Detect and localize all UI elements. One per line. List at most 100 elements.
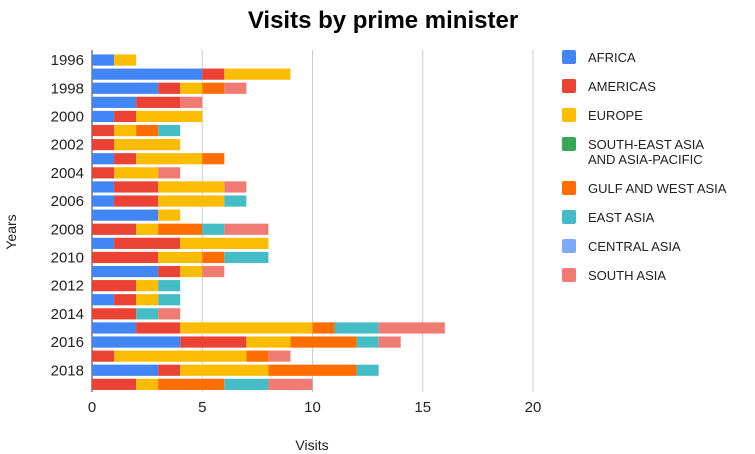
bar-segment — [158, 82, 181, 94]
bar-segment — [92, 54, 115, 66]
bar-segment — [202, 68, 225, 80]
x-tick-label: 5 — [198, 399, 206, 416]
bar-segment — [158, 378, 225, 390]
bar-segment — [136, 322, 181, 334]
legend-label: SOUTH-EAST ASIA AND ASIA-PACIFIC — [588, 137, 704, 167]
bar-segment — [92, 195, 115, 207]
bar-segment — [92, 181, 115, 193]
bar-segment — [92, 223, 137, 235]
bar-segment — [136, 124, 159, 137]
legend-swatch — [562, 268, 576, 282]
bar-segment — [158, 181, 225, 193]
y-tick-label: 2012 — [51, 278, 84, 295]
bar-segment — [224, 378, 269, 390]
bar-segment — [136, 96, 181, 108]
legend-label: EUROPE — [588, 108, 643, 123]
y-tick-label: 2004 — [51, 165, 84, 182]
x-axis-ticks: 0 5 10 15 20 — [88, 399, 542, 416]
bars — [92, 54, 445, 390]
bar-segment — [114, 195, 159, 207]
bar-segment — [158, 364, 181, 376]
bar-segment — [158, 167, 181, 179]
bar-segment — [92, 265, 159, 278]
bar-segment — [202, 223, 225, 235]
bar-segment — [180, 237, 269, 249]
legend: AFRICA AMERICAS EUROPE SOUTH-EAST ASIA AND A… — [562, 50, 727, 283]
bar-segment — [92, 139, 115, 151]
y-tick-label: 2018 — [51, 362, 84, 379]
bar-segment — [224, 223, 269, 235]
bar-segment — [158, 251, 203, 264]
bar-segment — [356, 336, 379, 348]
bar-segment — [114, 153, 137, 165]
y-axis-ticks: 1996 1998 2000 2002 2004 2006 2008 2010 2012 2014… — [51, 52, 84, 379]
bar-segment — [312, 322, 335, 334]
bar-segment — [136, 378, 159, 390]
bar-segment — [136, 153, 203, 165]
bar-segment — [224, 181, 247, 193]
bar-segment — [268, 378, 313, 390]
bar-segment — [378, 336, 401, 348]
y-tick-label: 2000 — [51, 108, 84, 125]
bar-segment — [136, 280, 159, 292]
bar-segment — [136, 294, 159, 306]
legend-swatch — [562, 108, 576, 122]
bar-segment — [158, 223, 203, 235]
y-tick-label: 2014 — [51, 306, 84, 323]
y-tick-label: 2006 — [51, 193, 84, 210]
bar-segment — [158, 294, 181, 306]
bar-segment — [92, 237, 115, 249]
bar-segment — [202, 82, 225, 94]
bar-segment — [136, 223, 159, 235]
legend-label: AMERICAS — [588, 79, 656, 94]
bar-segment — [246, 350, 269, 362]
bar-segment — [92, 153, 115, 165]
bar-segment — [180, 336, 247, 348]
bar-segment — [114, 167, 159, 179]
x-tick-label: 10 — [304, 399, 321, 416]
bar-segment — [202, 265, 225, 278]
chart-title: Visits by prime minister — [248, 7, 518, 34]
y-axis-label: Years — [3, 214, 19, 249]
bar-segment — [114, 54, 137, 66]
bar-segment — [92, 96, 137, 108]
bar-segment — [114, 110, 137, 123]
bar-segment — [92, 336, 181, 348]
bar-segment — [92, 308, 137, 320]
y-tick-label: 2010 — [51, 249, 84, 266]
bar-segment — [224, 68, 291, 80]
y-tick-label: 2016 — [51, 334, 84, 351]
legend-label: CENTRAL ASIA — [588, 239, 681, 254]
bar-segment — [202, 251, 225, 264]
bar-segment — [92, 251, 159, 264]
bar-segment — [92, 322, 137, 334]
x-tick-label: 15 — [414, 399, 431, 416]
bar-segment — [92, 280, 137, 292]
bar-segment — [92, 82, 159, 94]
bar-segment — [246, 336, 291, 348]
bar-segment — [92, 124, 115, 137]
x-tick-label: 0 — [88, 399, 96, 416]
bar-segment — [92, 364, 159, 376]
bar-segment — [180, 82, 203, 94]
bar-segment — [158, 124, 181, 137]
bar-segment — [180, 96, 203, 108]
bar-segment — [158, 195, 225, 207]
bar-segment — [136, 308, 159, 320]
bar-segment — [202, 153, 225, 165]
y-tick-label: 2002 — [51, 137, 84, 154]
bar-segment — [268, 350, 291, 362]
bar-segment — [114, 139, 181, 151]
bar-segment — [378, 322, 445, 334]
bar-segment — [114, 350, 247, 362]
x-tick-label: 20 — [525, 399, 542, 416]
legend-label: EAST ASIA — [588, 210, 655, 225]
bar-segment — [92, 294, 115, 306]
bar-segment — [158, 308, 181, 320]
legend-swatch — [562, 137, 576, 151]
legend-label: GULF AND WEST ASIA — [588, 181, 727, 196]
bar-segment — [136, 110, 203, 123]
bar-segment — [92, 378, 137, 390]
bar-segment — [92, 110, 115, 123]
